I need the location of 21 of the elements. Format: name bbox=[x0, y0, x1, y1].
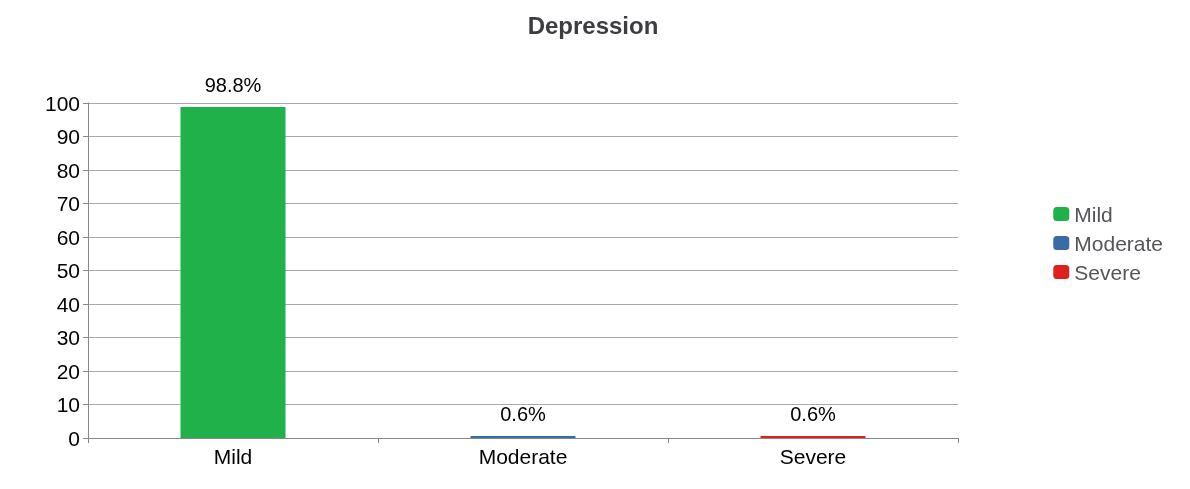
data-label: 0.6% bbox=[790, 402, 837, 425]
y-tick-label: 30 bbox=[56, 326, 80, 349]
y-tick-label: 100 bbox=[44, 91, 80, 115]
data-label: 0.6% bbox=[500, 402, 547, 425]
y-tick-label: 60 bbox=[56, 225, 80, 249]
legend-label: Mild bbox=[1074, 202, 1113, 226]
y-tick-label: 90 bbox=[56, 125, 80, 148]
y-tick-label: 40 bbox=[56, 292, 80, 316]
data-label: 98.8% bbox=[204, 74, 262, 97]
y-tick-label: 80 bbox=[56, 158, 80, 182]
legend-label: Moderate bbox=[1074, 231, 1163, 255]
x-tick-label: Mild bbox=[213, 445, 253, 468]
y-tick-label: 70 bbox=[56, 192, 80, 215]
x-tick-label: Severe bbox=[779, 445, 847, 468]
y-tick-label: 50 bbox=[56, 259, 80, 282]
y-tick-label: 20 bbox=[56, 359, 80, 383]
legend-label: Severe bbox=[1074, 260, 1141, 284]
x-tick-label: Moderate bbox=[478, 445, 568, 468]
y-tick-label: 10 bbox=[56, 393, 80, 416]
y-tick-label: 0 bbox=[68, 426, 80, 450]
chart-title: Depression bbox=[527, 11, 659, 39]
